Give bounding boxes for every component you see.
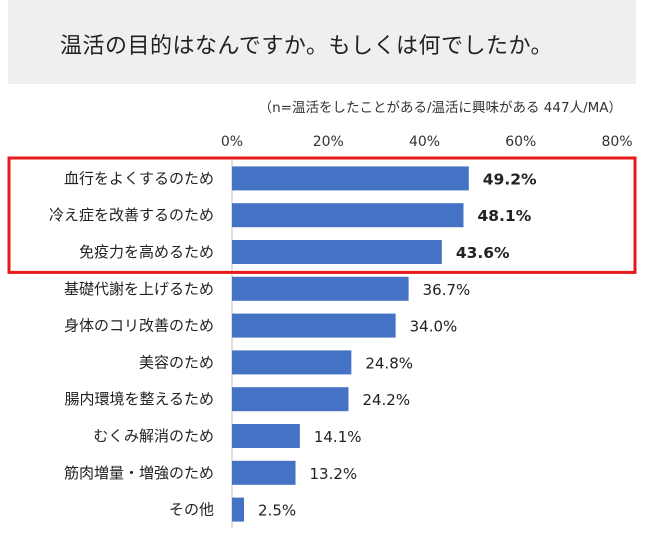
x-tick-label: 0% <box>221 134 243 150</box>
data-label: 36.7% <box>423 281 471 299</box>
chart-title: 温活の目的はなんですか。もしくは何でしたか。 <box>60 34 554 59</box>
data-label: 24.8% <box>365 354 413 372</box>
category-label: 免疫力を高めるため <box>79 243 214 261</box>
x-tick-label: 20% <box>313 134 344 150</box>
bar <box>232 276 409 301</box>
x-tick-label: 40% <box>409 134 440 150</box>
bar <box>232 203 464 228</box>
bar <box>232 387 349 412</box>
bar <box>232 424 300 448</box>
category-label: 血行をよくするのため <box>64 169 214 187</box>
category-label: 筋肉増量・増強のため <box>64 464 214 482</box>
bar <box>232 166 469 191</box>
category-label: 身体のコリ改善のため <box>64 317 214 335</box>
category-label: 美容のため <box>139 353 214 371</box>
chart-subtitle: （n=温活をしたことがある/温活に興味がある 447人/MA） <box>258 100 622 116</box>
title-banner: 温活の目的はなんですか。もしくは何でしたか。 <box>8 0 636 84</box>
bar <box>232 313 396 338</box>
x-tick-label: 80% <box>601 134 632 150</box>
data-label: 49.2% <box>483 170 537 188</box>
category-label: その他 <box>169 501 214 519</box>
bar <box>232 240 442 264</box>
data-label: 24.2% <box>362 391 410 409</box>
data-label: 13.2% <box>310 465 358 483</box>
category-label: むくみ解消のため <box>93 427 214 445</box>
bar <box>232 350 352 375</box>
data-label: 48.1% <box>477 207 531 225</box>
data-label: 34.0% <box>410 318 458 336</box>
bar <box>232 497 245 522</box>
category-label: 冷え症を改善するのため <box>49 206 214 224</box>
category-label: 基礎代謝を上げるため <box>64 280 214 298</box>
highlight-frame <box>7 156 637 274</box>
x-tick-label: 60% <box>505 134 536 150</box>
bar <box>232 460 296 485</box>
data-label: 14.1% <box>314 428 362 446</box>
data-label: 2.5% <box>258 502 296 520</box>
category-label: 腸内環境を整えるため <box>64 390 214 408</box>
data-label: 43.6% <box>456 244 510 262</box>
